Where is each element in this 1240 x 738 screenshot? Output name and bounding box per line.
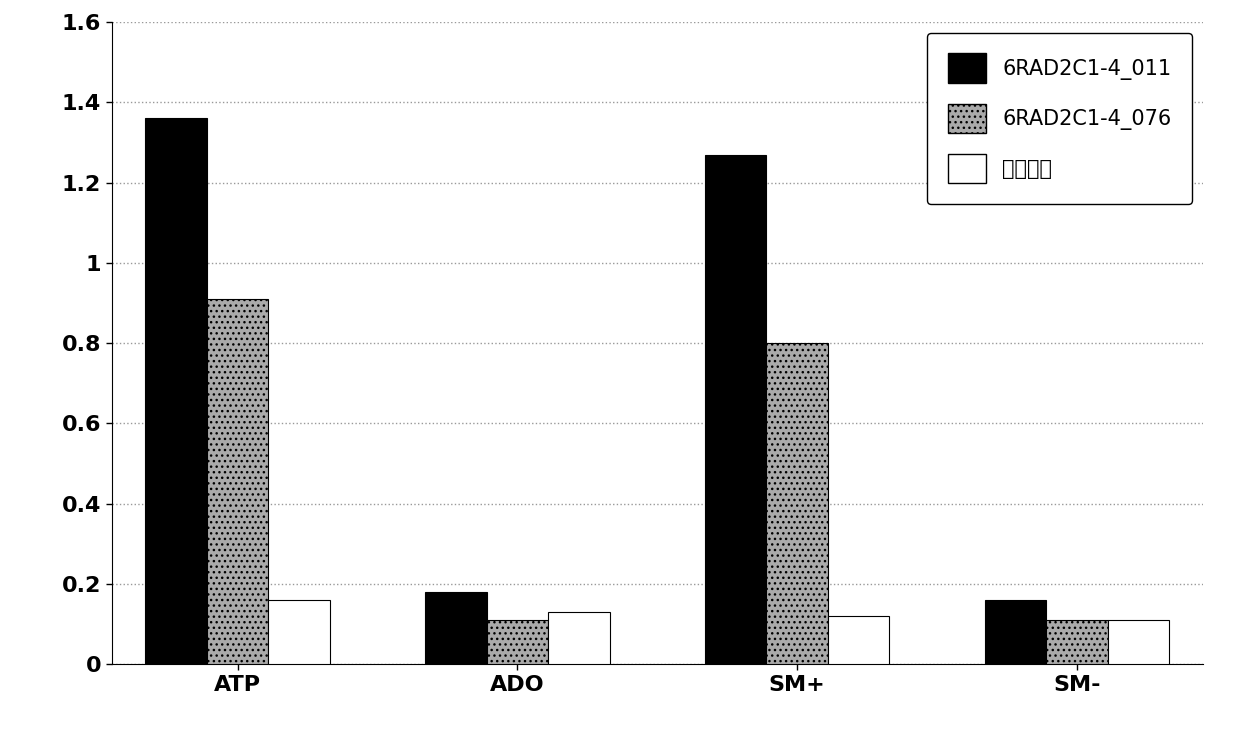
Bar: [145, 118, 207, 664]
Bar: [828, 616, 889, 664]
Bar: [985, 600, 1047, 664]
Legend: 6RAD2C1-4_011, 6RAD2C1-4_076, 阴性对照: 6RAD2C1-4_011, 6RAD2C1-4_076, 阴性对照: [928, 32, 1193, 204]
Bar: [207, 299, 268, 664]
Bar: [425, 592, 486, 664]
Bar: [268, 600, 330, 664]
Bar: [548, 612, 610, 664]
Bar: [1047, 620, 1107, 664]
Bar: [486, 620, 548, 664]
Bar: [766, 343, 828, 664]
Bar: [704, 154, 766, 664]
Bar: [1107, 620, 1169, 664]
